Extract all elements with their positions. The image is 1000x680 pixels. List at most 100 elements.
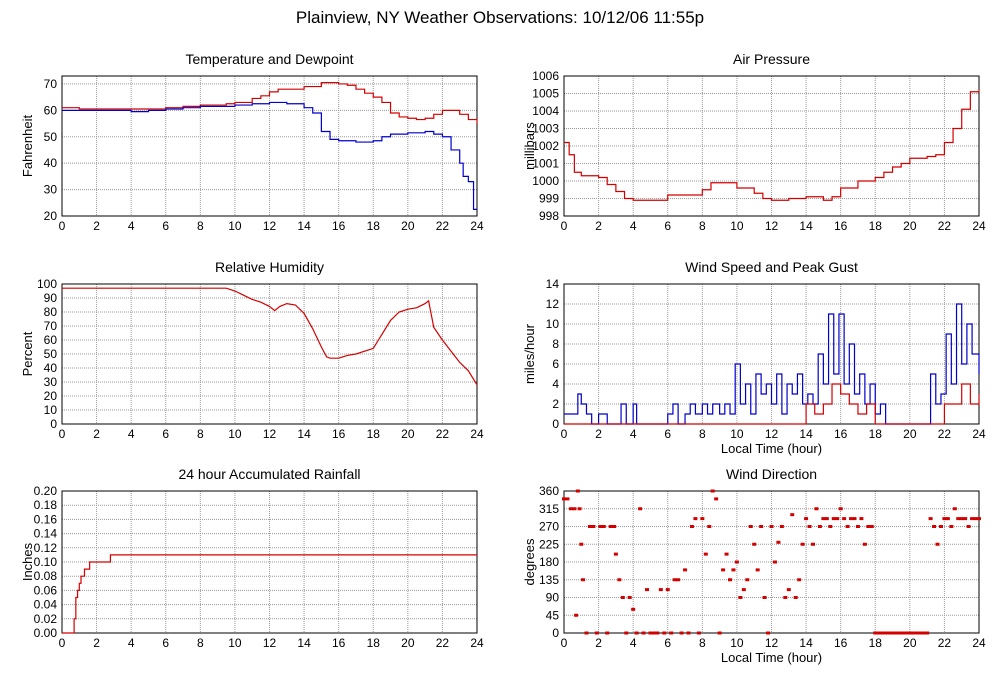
data-point xyxy=(577,507,582,511)
data-point xyxy=(731,568,736,572)
data-point xyxy=(579,542,584,546)
y-tick-label: 50 xyxy=(44,130,58,144)
data-point xyxy=(949,525,954,528)
data-point xyxy=(651,631,656,635)
series-line xyxy=(564,383,980,425)
series-line xyxy=(62,287,478,386)
y-tick-label: 45 xyxy=(546,608,560,622)
y-tick-label: 1000 xyxy=(532,174,559,188)
y-axis-label: Fahrenheit xyxy=(20,115,35,178)
data-point xyxy=(717,631,722,635)
x-tick-label: 2 xyxy=(93,636,100,650)
data-point xyxy=(897,631,902,635)
data-point xyxy=(942,517,947,521)
data-point xyxy=(835,517,840,521)
data-point xyxy=(952,507,957,511)
y-tick-label: 8 xyxy=(552,337,559,351)
data-point xyxy=(883,631,888,635)
data-point xyxy=(707,525,712,528)
y-tick-label: 0.10 xyxy=(34,555,58,569)
y-tick-label: 0.08 xyxy=(34,569,58,583)
data-point xyxy=(581,578,586,582)
data-point xyxy=(672,578,677,582)
y-tick-label: 315 xyxy=(539,502,559,516)
data-point xyxy=(728,578,732,582)
y-tick-label: 1002 xyxy=(532,139,559,153)
x-tick-label: 0 xyxy=(561,636,568,650)
y-tick-label: 60 xyxy=(44,333,58,347)
x-tick-label: 4 xyxy=(128,219,135,233)
data-point xyxy=(648,631,653,635)
chart-title: Wind Speed and Peak Gust xyxy=(685,259,858,275)
data-point xyxy=(907,631,912,635)
x-tick-label: 2 xyxy=(93,219,100,233)
x-tick-label: 8 xyxy=(699,636,706,650)
x-tick-label: 18 xyxy=(869,427,883,441)
y-tick-label: 1005 xyxy=(532,87,559,101)
data-point xyxy=(849,517,854,521)
chart-title: Air Pressure xyxy=(733,51,810,67)
plot-frame xyxy=(61,490,478,634)
y-tick-label: 50 xyxy=(44,347,58,361)
x-tick-label: 2 xyxy=(595,427,602,441)
data-point xyxy=(638,507,643,511)
data-point xyxy=(662,631,667,635)
data-point xyxy=(658,588,663,592)
y-tick-label: 1006 xyxy=(532,69,559,83)
x-tick-label: 18 xyxy=(367,219,381,233)
y-tick-label: 70 xyxy=(44,77,58,91)
data-point xyxy=(914,631,919,635)
data-point xyxy=(738,596,743,599)
x-tick-label: 16 xyxy=(834,636,848,650)
data-point xyxy=(634,631,639,635)
y-tick-label: 1001 xyxy=(532,157,559,171)
x-tick-label: 4 xyxy=(630,427,637,441)
y-tick-label: 998 xyxy=(539,209,559,223)
x-tick-label: 18 xyxy=(869,636,883,650)
data-point xyxy=(973,517,978,521)
data-point xyxy=(911,631,916,635)
data-point xyxy=(869,525,874,528)
x-tick-label: 8 xyxy=(197,427,204,441)
data-point xyxy=(793,596,798,599)
data-point xyxy=(890,631,895,635)
data-point xyxy=(956,517,961,521)
data-point xyxy=(598,525,603,528)
data-point xyxy=(887,631,892,635)
x-tick-label: 16 xyxy=(332,636,346,650)
data-point xyxy=(762,596,767,599)
data-point xyxy=(817,525,822,528)
data-point xyxy=(873,631,878,635)
y-tick-label: 14 xyxy=(546,277,560,291)
data-point xyxy=(894,631,898,635)
series-line xyxy=(564,90,980,201)
y-axis-label: Inches xyxy=(20,542,35,581)
data-point xyxy=(932,525,937,528)
chart-title: Relative Humidity xyxy=(215,259,324,275)
y-tick-label: 0.18 xyxy=(34,498,58,512)
x-tick-label: 20 xyxy=(903,427,917,441)
data-point xyxy=(859,517,864,521)
x-tick-label: 16 xyxy=(834,219,848,233)
plot-frame xyxy=(61,283,478,425)
x-tick-label: 10 xyxy=(730,636,744,650)
data-point xyxy=(776,540,781,544)
y-tick-label: 0 xyxy=(552,626,559,640)
y-tick-label: 60 xyxy=(44,103,58,117)
data-point xyxy=(714,497,719,501)
y-tick-label: 0.06 xyxy=(34,583,58,597)
x-tick-label: 10 xyxy=(730,219,744,233)
x-tick-label: 8 xyxy=(197,636,204,650)
data-point xyxy=(963,517,968,521)
data-point xyxy=(734,560,739,564)
data-point xyxy=(752,542,757,546)
x-tick-label: 14 xyxy=(799,427,813,441)
data-point xyxy=(745,578,750,582)
data-point xyxy=(587,525,592,528)
y-tick-label: 180 xyxy=(539,555,559,569)
x-tick-label: 6 xyxy=(162,427,169,441)
x-tick-label: 8 xyxy=(699,219,706,233)
x-tick-label: 2 xyxy=(595,219,602,233)
